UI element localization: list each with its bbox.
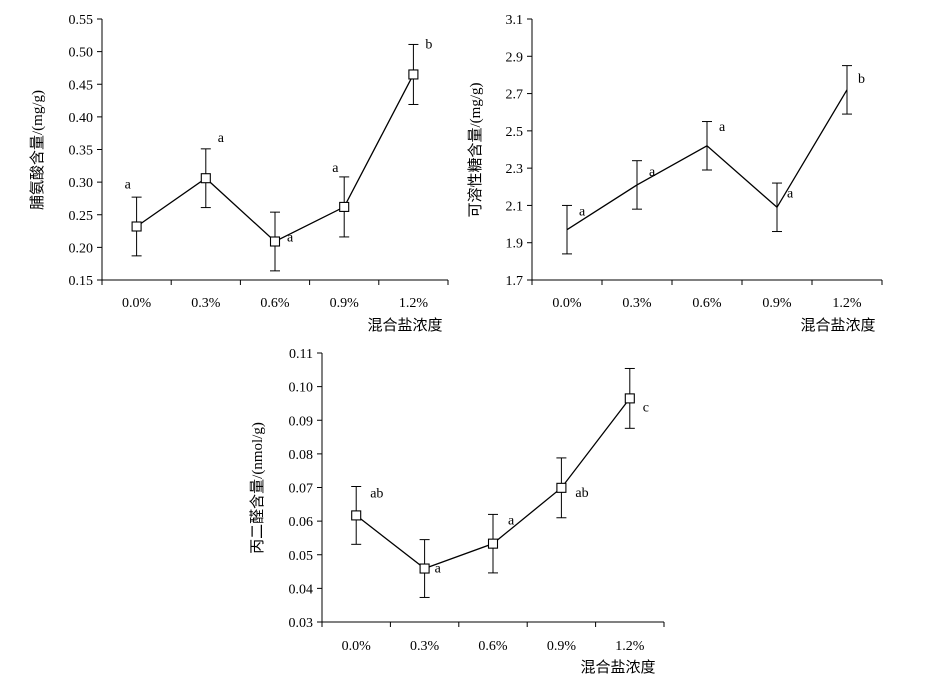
significance-label: a: [435, 562, 442, 577]
y-axis-label: 脯氨酸含量/(mg/g): [29, 90, 46, 210]
significance-label: a: [649, 165, 656, 180]
x-tick-label: 0.9%: [762, 296, 792, 311]
y-tick-label: 2.1: [506, 199, 524, 214]
data-point-marker: [351, 510, 362, 521]
y-tick-label: 3.1: [506, 13, 524, 28]
significance-label: b: [858, 72, 865, 87]
y-tick-label: 2.7: [506, 88, 524, 103]
y-tick-label: 0.04: [289, 582, 314, 597]
significance-label: ab: [370, 486, 383, 501]
significance-label: b: [425, 37, 432, 52]
y-tick-label: 0.35: [69, 144, 94, 159]
x-tick-label: 0.9%: [330, 296, 360, 311]
data-point-marker: [269, 236, 281, 247]
series-line: [566, 89, 848, 231]
x-tick-label: 0.6%: [478, 639, 508, 654]
significance-label: a: [332, 161, 339, 176]
significance-label: a: [125, 177, 132, 192]
y-tick-label: 1.7: [506, 274, 524, 289]
data-point-marker: [200, 173, 211, 184]
y-tick-label: 2.5: [506, 125, 524, 140]
significance-label: ab: [575, 486, 588, 501]
x-tick-label: 0.0%: [122, 296, 152, 311]
y-tick-label: 1.9: [506, 237, 524, 252]
significance-label: a: [719, 120, 726, 135]
significance-label: a: [218, 131, 225, 146]
data-point-marker: [556, 482, 567, 493]
significance-label: c: [643, 400, 649, 415]
data-point-marker: [408, 69, 419, 80]
y-tick-label: 0.09: [289, 414, 314, 429]
x-tick-label: 1.2%: [832, 296, 862, 311]
y-tick-label: 0.20: [69, 241, 94, 256]
y-tick-label: 0.08: [289, 448, 314, 463]
x-tick-label: 1.2%: [399, 296, 429, 311]
y-tick-label: 2.3: [506, 162, 524, 177]
significance-label: a: [508, 514, 515, 529]
x-axis-label: 混合盐浓度: [800, 317, 875, 334]
y-tick-label: 0.45: [69, 78, 94, 93]
y-tick-label: 0.07: [289, 482, 314, 497]
data-point-marker: [624, 393, 635, 404]
y-tick-label: 0.30: [69, 176, 94, 191]
chart-1: 0.15 0.20 0.25 0.30 0.35 0.40 0.45 0.50 0.55 0.0%…: [29, 13, 449, 334]
x-tick-label: 0.6%: [260, 296, 290, 311]
y-axis-label: 可溶性糖含量/(mg/g): [467, 83, 484, 218]
y-tick-label: 0.15: [69, 274, 94, 289]
y-tick-label: 0.10: [289, 381, 314, 396]
x-tick-label: 0.3%: [622, 296, 652, 311]
significance-label: a: [579, 205, 586, 220]
y-tick-label: 0.25: [69, 209, 94, 224]
y-tick-label: 0.55: [69, 13, 94, 28]
data-point-marker: [487, 538, 499, 549]
x-tick-label: 0.0%: [342, 639, 372, 654]
y-axis-label: 丙二醛含量/(nmol/g): [249, 422, 266, 554]
x-tick-label: 0.3%: [191, 296, 221, 311]
chart-2: 1.7 1.9 2.1 2.3 2.5 2.7 2.9 3.1 0.0% 0.3% 0.6% 0.9%…: [467, 13, 883, 334]
x-axis-label: 混合盐浓度: [580, 659, 655, 676]
y-tick-label: 2.9: [506, 50, 524, 65]
x-axis-label: 混合盐浓度: [367, 317, 442, 334]
data-point-marker: [419, 563, 430, 574]
y-tick-label: 0.40: [69, 111, 94, 126]
data-point-marker: [339, 201, 350, 212]
x-tick-label: 0.0%: [552, 296, 582, 311]
chart-3: 0.03 0.04 0.05 0.06 0.07 0.08 0.09 0.10 0.11 0.0%…: [249, 347, 665, 676]
significance-label: a: [787, 186, 794, 201]
y-tick-label: 0.03: [289, 616, 314, 631]
x-tick-label: 0.3%: [410, 639, 440, 654]
y-tick-label: 0.06: [289, 515, 314, 530]
y-tick-label: 0.05: [289, 549, 314, 564]
x-tick-label: 0.6%: [692, 296, 722, 311]
y-tick-label: 0.11: [289, 347, 313, 362]
x-tick-label: 0.9%: [547, 639, 577, 654]
data-point-marker: [131, 221, 142, 232]
y-tick-label: 0.50: [69, 46, 94, 61]
x-tick-label: 1.2%: [615, 639, 645, 654]
significance-label: a: [287, 231, 294, 246]
